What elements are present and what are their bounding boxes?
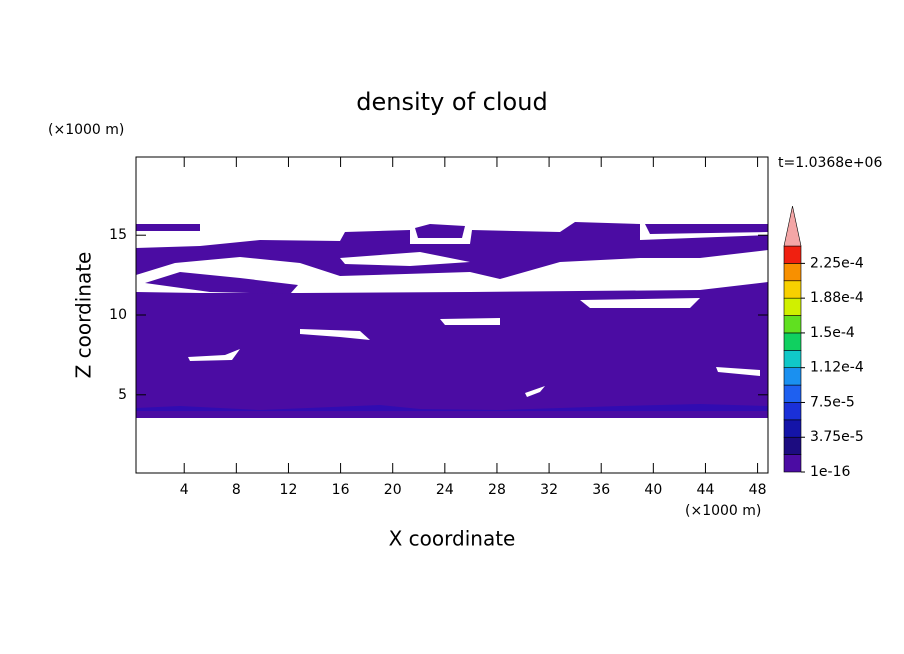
y-tick-label: 10 (109, 307, 127, 323)
x-tick-label: 16 (332, 482, 350, 498)
y-tick-label: 5 (118, 387, 127, 403)
colorbar-tick-label: 1.88e-4 (810, 290, 864, 306)
colorbar-box (783, 402, 802, 421)
clear-region (188, 349, 240, 361)
colorbar-box (783, 263, 802, 282)
cloud-core (136, 404, 768, 411)
colorbar-tick-label: 1.5e-4 (810, 325, 855, 341)
colorbar-box (783, 350, 802, 368)
x-tick-label: 36 (592, 482, 610, 498)
cloud-region (415, 224, 465, 238)
colorbar-box (783, 419, 802, 438)
clear-region (580, 298, 700, 308)
colorbar-box (783, 315, 802, 334)
colorbar-tick-label: 1e-16 (810, 464, 850, 480)
x-tick-label: 20 (384, 482, 402, 498)
x-tick-label: 8 (232, 482, 241, 498)
x-tick-label: 44 (697, 482, 715, 498)
colorbar-box (783, 436, 802, 455)
colorbar-tick-label: 1.12e-4 (810, 360, 864, 376)
colorbar-box (783, 384, 802, 403)
cloud-region (136, 224, 200, 231)
x-tick-label: 4 (180, 482, 189, 498)
y-axis-label: Z coordinate (72, 252, 96, 379)
cloud-region (145, 272, 298, 294)
clear-region (136, 250, 768, 293)
colorbar-box (783, 280, 802, 299)
colorbar-box (783, 297, 802, 316)
x-axis-label: X coordinate (389, 527, 516, 551)
colorbar-box (783, 454, 802, 473)
clear-region (525, 386, 545, 397)
colorbar-extend (783, 205, 802, 247)
colorbar-box (783, 245, 802, 264)
clear-region (716, 367, 760, 376)
contour-field (136, 222, 768, 418)
y-tick-label: 15 (109, 227, 127, 243)
x-unit: (×1000 m) (685, 503, 761, 519)
x-tick-label: 12 (280, 482, 298, 498)
x-tick-label: 24 (436, 482, 454, 498)
colorbar-tick-label: 7.5e-5 (810, 394, 855, 410)
colorbar-tick-label: 2.25e-4 (810, 255, 864, 271)
clear-region (300, 329, 370, 340)
chart-title: density of cloud (356, 88, 547, 116)
colorbar-box (783, 367, 802, 386)
x-tick-label: 28 (488, 482, 506, 498)
x-tick-label: 40 (644, 482, 662, 498)
clear-region (340, 252, 470, 266)
y-unit: (×1000 m) (48, 122, 124, 138)
colorbar-box (783, 332, 802, 351)
x-tick-label: 32 (540, 482, 558, 498)
clear-region (440, 318, 500, 325)
cloud-region (645, 224, 768, 234)
x-tick-label: 48 (749, 482, 767, 498)
colorbar-tick-label: 3.75e-5 (810, 429, 864, 445)
time-label: t=1.0368e+06 (778, 155, 882, 171)
